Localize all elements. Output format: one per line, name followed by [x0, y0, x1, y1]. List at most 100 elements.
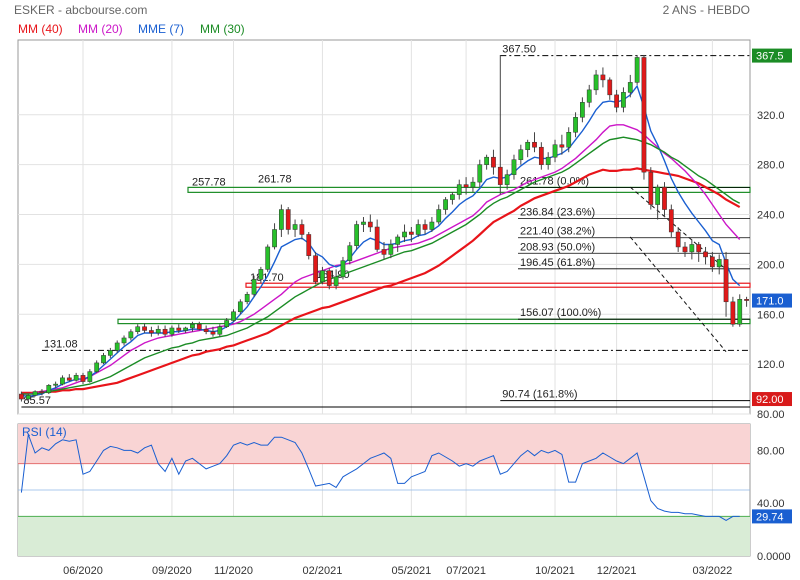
candle-body — [313, 255, 318, 283]
candle-body — [203, 328, 209, 332]
price-tick-label: 320.0 — [757, 110, 785, 122]
legend-mm40: MM (40) — [18, 22, 63, 36]
candle-body — [545, 156, 551, 165]
candle-body — [744, 299, 749, 301]
candle-body — [532, 141, 537, 148]
rsi-tick-label: 0.0000 — [757, 551, 791, 563]
candle-body — [429, 221, 435, 230]
candle-body — [573, 117, 578, 133]
candle-body — [292, 224, 298, 230]
horizontal-level-label: 131.08 — [44, 338, 78, 350]
fibonacci-level-label: 156.07 (100.0%) — [520, 307, 601, 319]
candle-body — [504, 174, 510, 185]
price-tick-label: 200.0 — [757, 259, 785, 271]
candle-body — [497, 166, 503, 185]
candle-body — [32, 391, 38, 396]
candle-body — [703, 251, 708, 258]
price-tick-label: 120.0 — [757, 359, 785, 371]
candle-body — [408, 231, 414, 235]
candle-body — [279, 209, 284, 230]
moving-average-line — [21, 136, 741, 395]
candle-body — [114, 342, 120, 351]
rsi-value-badge — [752, 509, 792, 524]
candle-body — [518, 149, 524, 160]
candle-body — [272, 229, 277, 248]
candle-body — [19, 393, 24, 400]
chart-title: ESKER - abcbourse.com — [14, 3, 148, 17]
candle-body — [251, 279, 257, 295]
candle-body — [265, 246, 271, 270]
candle-body — [675, 231, 681, 248]
candle-body — [593, 74, 599, 91]
date-tick-label: 11/2020 — [214, 565, 253, 577]
candle-body — [326, 270, 332, 286]
price-badge — [752, 392, 792, 407]
candle-body — [210, 331, 216, 335]
candle-body — [155, 328, 161, 334]
date-tick-label: 05/2021 — [391, 565, 431, 577]
price-badge — [752, 293, 792, 308]
rsi-overbought-zone — [18, 424, 750, 464]
price-badge-label: 92.00 — [756, 394, 784, 406]
candle-body — [388, 244, 394, 255]
price-tick-label: 240.0 — [757, 210, 785, 222]
rsi-line — [20, 434, 740, 521]
candle-body — [333, 276, 339, 286]
candle-body — [258, 269, 264, 280]
candle-body — [641, 57, 647, 173]
fibonacci-level-label: 196.45 (61.8%) — [520, 257, 595, 269]
candle-body — [374, 226, 380, 250]
candle-body — [730, 301, 736, 325]
candle-body — [552, 144, 558, 158]
candle-body — [149, 330, 154, 334]
candle-body — [402, 231, 407, 238]
candle-body — [689, 244, 695, 253]
candle-body — [491, 156, 496, 168]
candle-body — [716, 259, 722, 268]
candle-body — [354, 224, 360, 246]
candle-body — [381, 249, 387, 255]
legend-mm20: MM (20) — [78, 22, 123, 36]
rsi-tick-label: 80.00 — [757, 445, 785, 457]
candle-body — [80, 375, 86, 382]
candle-body — [723, 259, 729, 303]
date-tick-label: 12/2021 — [597, 565, 637, 577]
candle-body — [169, 327, 175, 335]
legend-mme7: MME (7) — [138, 22, 184, 36]
candle-body — [668, 209, 674, 233]
candle-body — [196, 323, 202, 330]
candle-body — [73, 375, 79, 381]
rsi-oversold-zone — [18, 516, 750, 556]
candle-body — [484, 156, 489, 165]
candle-body — [696, 244, 702, 253]
date-tick-label: 06/2020 — [63, 565, 103, 577]
candle-body — [361, 221, 366, 225]
candle-body — [627, 82, 633, 93]
candle-body — [231, 311, 236, 321]
moving-average-line — [21, 124, 741, 395]
candle-body — [367, 221, 373, 228]
candle-body — [463, 184, 469, 188]
horizontal-level-label: 90.74 (161.8%) — [502, 389, 577, 401]
candle-body — [682, 246, 688, 253]
candle-body — [107, 350, 113, 356]
candle-body — [621, 92, 626, 108]
candle-body — [655, 186, 661, 205]
candle-body — [53, 383, 58, 386]
support-resistance-zone — [117, 318, 751, 325]
candle-body — [415, 224, 421, 235]
legend-mm30: MM (30) — [200, 22, 245, 36]
candle-body — [224, 320, 230, 327]
candle-body — [306, 234, 312, 256]
candle-body — [511, 159, 517, 175]
candle-body — [586, 89, 592, 103]
candle-body — [176, 327, 182, 331]
horizontal-level-label: 367.50 — [502, 44, 536, 56]
candle-body — [634, 57, 640, 83]
date-tick-label: 09/2020 — [152, 565, 192, 577]
candle-body — [183, 327, 188, 331]
candle-body — [121, 337, 127, 344]
price-tick-label: 80.00 — [757, 409, 785, 421]
candle-body — [190, 323, 195, 329]
